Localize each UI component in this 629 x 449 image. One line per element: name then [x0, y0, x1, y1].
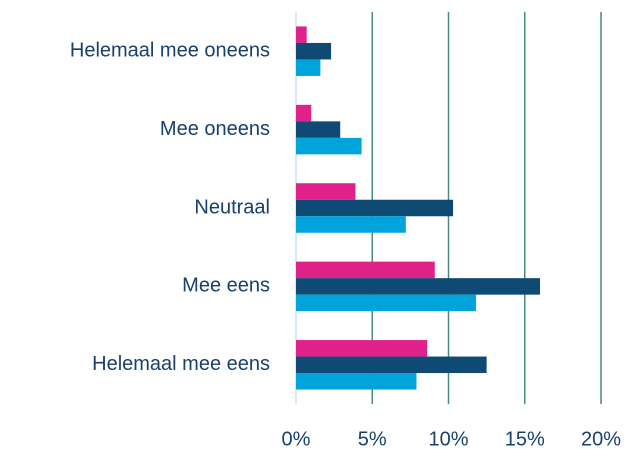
x-tick-label: 20%	[581, 428, 621, 449]
y-tick-label: Neutraal	[194, 196, 270, 218]
bar	[296, 278, 540, 295]
bar	[296, 42, 332, 60]
x-tick-label: 10%	[428, 428, 468, 449]
y-tick-label: Mee oneens	[160, 118, 270, 140]
x-tick-label: 5%	[358, 428, 387, 449]
y-tick-label: Helemaal mee eens	[92, 353, 270, 375]
bar	[296, 216, 406, 233]
bar	[296, 121, 341, 138]
y-tick-label: Helemaal mee oneens	[70, 39, 270, 61]
bar	[296, 183, 356, 200]
bar	[296, 340, 428, 357]
bar	[296, 373, 417, 390]
bar	[296, 294, 476, 312]
bar	[296, 104, 312, 122]
bar	[296, 199, 454, 217]
y-tick-label: Mee eens	[182, 275, 270, 297]
bar	[296, 356, 487, 374]
bar	[296, 26, 307, 43]
x-tick-label: 0%	[282, 428, 311, 449]
bar	[296, 59, 321, 76]
bar	[296, 261, 435, 279]
bar	[296, 137, 362, 155]
x-tick-label: 15%	[505, 428, 545, 449]
